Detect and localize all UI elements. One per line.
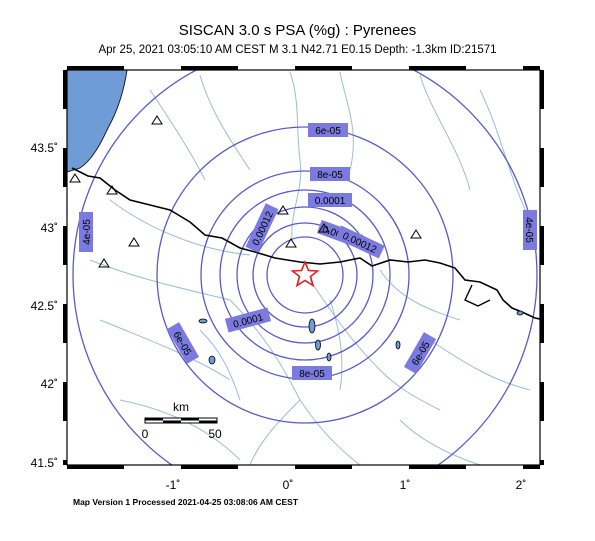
stations (69, 115, 422, 268)
triangle-icon (285, 238, 297, 248)
psa-contours (72, 70, 538, 465)
scale-bar: km 0 50 (142, 400, 222, 441)
scale-start: 0 (142, 427, 149, 441)
lon-tick: 0˚ (283, 478, 294, 492)
triangle-icon (106, 185, 118, 195)
scale-unit: km (173, 400, 189, 414)
contour-label: 6e-05 (315, 126, 341, 137)
contour-label: 8e-05 (317, 170, 343, 181)
lon-tick: 2˚ (516, 478, 527, 492)
contour-label: 4e-05 (82, 219, 93, 245)
map-title: SISCAN 3.0 s PSA (%g) : Pyrenees (178, 22, 417, 39)
lat-tick: 42.5˚ (31, 299, 58, 313)
contour-label-group: 6e-05 8e-05 0.0001 0.00012 0.00014 0.000… (79, 123, 537, 380)
latitude-ticks: 43.5˚ 43˚ 42.5˚ 42˚ 41.5˚ (31, 141, 58, 470)
longitude-ticks: -1˚ 0˚ 1˚ 2˚ (166, 478, 527, 492)
contour-label: 8e-05 (299, 369, 325, 380)
lon-tick: -1˚ (166, 478, 181, 492)
triangle-icon (69, 173, 81, 183)
lat-tick: 41.5˚ (31, 456, 58, 470)
processing-footer: Map Version 1 Processed 2021-04-25 03:08… (73, 497, 299, 507)
triangle-icon (151, 115, 163, 125)
lakes (198, 310, 524, 365)
red-star-icon (290, 259, 320, 288)
lat-tick: 43.5˚ (31, 141, 58, 155)
rivers (89, 71, 531, 465)
triangle-icon (318, 223, 330, 233)
lon-tick: 1˚ (400, 478, 411, 492)
sea-area (67, 70, 128, 173)
frame-ticks (63, 66, 544, 469)
triangle-icon (277, 205, 289, 215)
event-subtitle: Apr 25, 2021 03:05:10 AM CEST M 3.1 N42.… (98, 44, 497, 56)
contour-label: 0.0001 (315, 196, 346, 207)
contour-label: 4e-05 (523, 217, 534, 243)
national-border (71, 167, 540, 320)
triangle-icon (410, 229, 422, 239)
scale-end: 50 (208, 427, 222, 441)
lat-tick: 42˚ (41, 377, 58, 391)
triangle-icon (98, 258, 110, 268)
lat-tick: 43˚ (41, 221, 58, 235)
triangle-icon (128, 237, 140, 247)
